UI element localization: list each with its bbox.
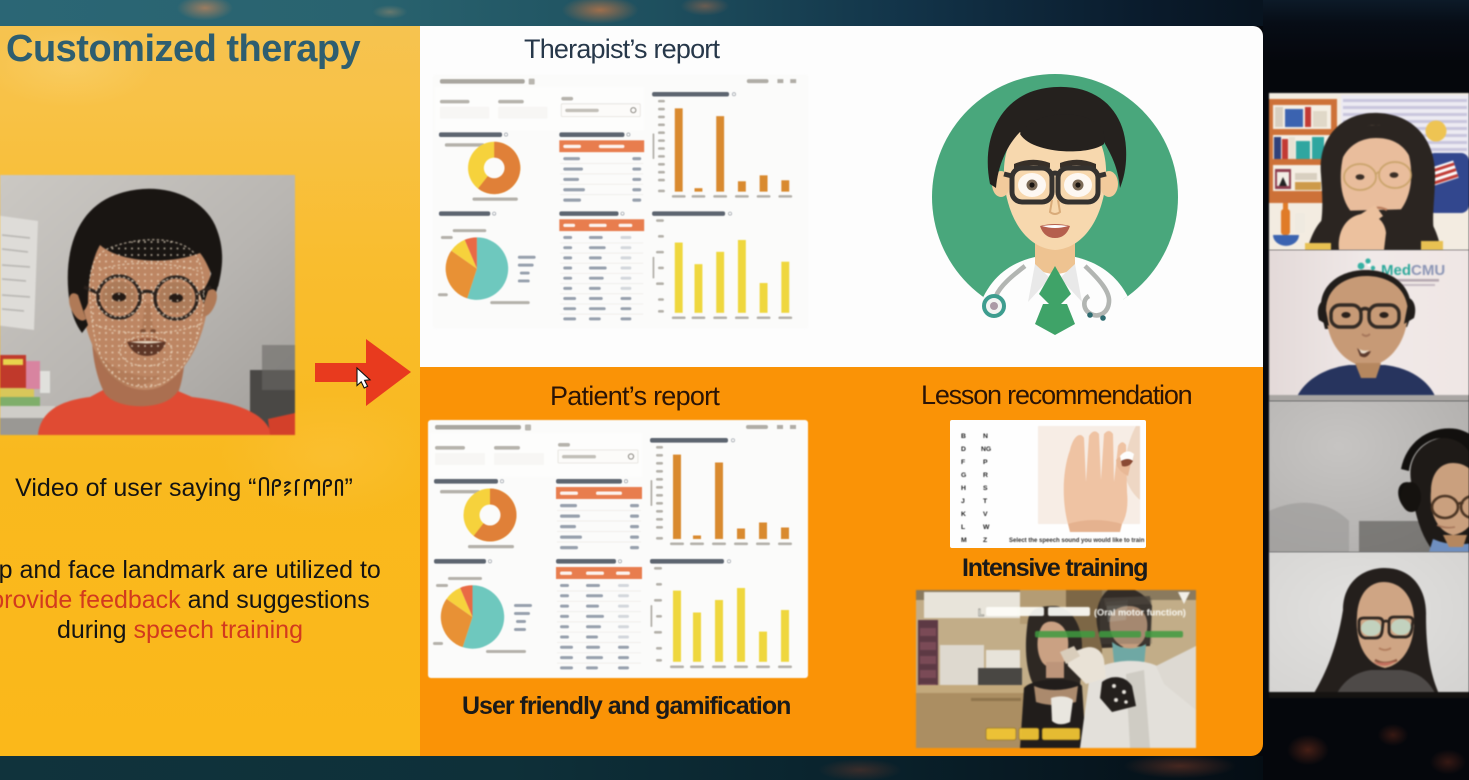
svg-text:F: F: [961, 459, 965, 466]
svg-text:G: G: [961, 472, 966, 479]
svg-text:P: P: [983, 459, 988, 466]
svg-text:D: D: [961, 446, 966, 453]
svg-text:NG: NG: [981, 446, 991, 453]
svg-text:L: L: [978, 608, 984, 619]
svg-text:H: H: [961, 485, 966, 492]
svg-text:B: B: [961, 433, 966, 440]
svg-text:W: W: [983, 524, 990, 531]
svg-text:K: K: [961, 511, 966, 518]
svg-text:R: R: [983, 472, 988, 479]
svg-text:V: V: [983, 511, 988, 518]
svg-text:Z: Z: [983, 537, 987, 544]
svg-text:(Oral motor function): (Oral motor function): [1094, 608, 1186, 618]
svg-text:J: J: [961, 498, 965, 505]
svg-text:L: L: [961, 524, 965, 531]
svg-text:N: N: [983, 433, 988, 440]
svg-text:Select the speech sound you wo: Select the speech sound you would like t…: [1009, 538, 1145, 544]
svg-text:S: S: [983, 485, 988, 492]
svg-text:MedCMU: MedCMU: [1381, 262, 1445, 279]
svg-text:M: M: [961, 537, 967, 544]
svg-text:T: T: [983, 498, 988, 505]
